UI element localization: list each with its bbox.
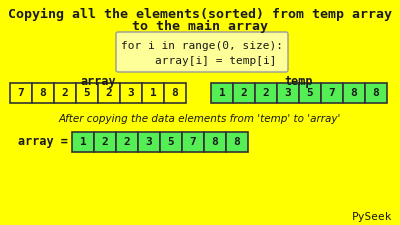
Text: temp: temp [285,76,313,88]
Text: 2: 2 [62,88,68,98]
Bar [10,83,32,103]
Text: 1: 1 [80,137,86,147]
Text: 5: 5 [168,137,174,147]
Text: 1: 1 [150,88,156,98]
Bar [72,132,94,152]
Text: 8: 8 [351,88,357,98]
Text: After copying the data elements from 'temp' to 'array': After copying the data elements from 'te… [59,114,341,124]
Text: array[i] = temp[i]: array[i] = temp[i] [128,56,276,66]
Bar [138,132,160,152]
Text: for i in range(0, size):: for i in range(0, size): [121,41,283,51]
Text: 1: 1 [219,88,225,98]
Bar [54,83,76,103]
Text: to the main array: to the main array [132,19,268,33]
Text: 3: 3 [146,137,152,147]
Bar [277,83,299,103]
Text: 8: 8 [234,137,240,147]
Text: Copying all the elements(sorted) from temp array: Copying all the elements(sorted) from te… [8,7,392,20]
Bar [204,132,226,152]
Bar [321,83,343,103]
Text: array: array [80,76,116,88]
Bar [233,83,255,103]
Bar [211,83,233,103]
Text: 8: 8 [172,88,178,98]
Bar [182,132,204,152]
Text: 7: 7 [190,137,196,147]
Text: 3: 3 [128,88,134,98]
Bar [94,132,116,152]
Text: 3: 3 [285,88,291,98]
Bar [98,83,120,103]
FancyBboxPatch shape [116,32,288,72]
Bar [32,83,54,103]
Bar [160,132,182,152]
Text: PySeek: PySeek [352,212,392,222]
Text: array =: array = [18,135,68,148]
Bar [76,83,98,103]
Bar [120,83,142,103]
Text: 8: 8 [212,137,218,147]
Bar [116,132,138,152]
Bar [142,83,164,103]
Text: 2: 2 [124,137,130,147]
Bar [365,83,387,103]
Text: 2: 2 [106,88,112,98]
Text: 8: 8 [373,88,379,98]
Text: 5: 5 [84,88,90,98]
Text: 7: 7 [329,88,335,98]
Bar [299,83,321,103]
Text: 2: 2 [263,88,269,98]
Text: 5: 5 [307,88,313,98]
Bar [343,83,365,103]
Bar [255,83,277,103]
Text: 8: 8 [40,88,46,98]
Bar [164,83,186,103]
Bar [226,132,248,152]
Text: 2: 2 [102,137,108,147]
Text: 7: 7 [18,88,24,98]
Text: 2: 2 [241,88,247,98]
